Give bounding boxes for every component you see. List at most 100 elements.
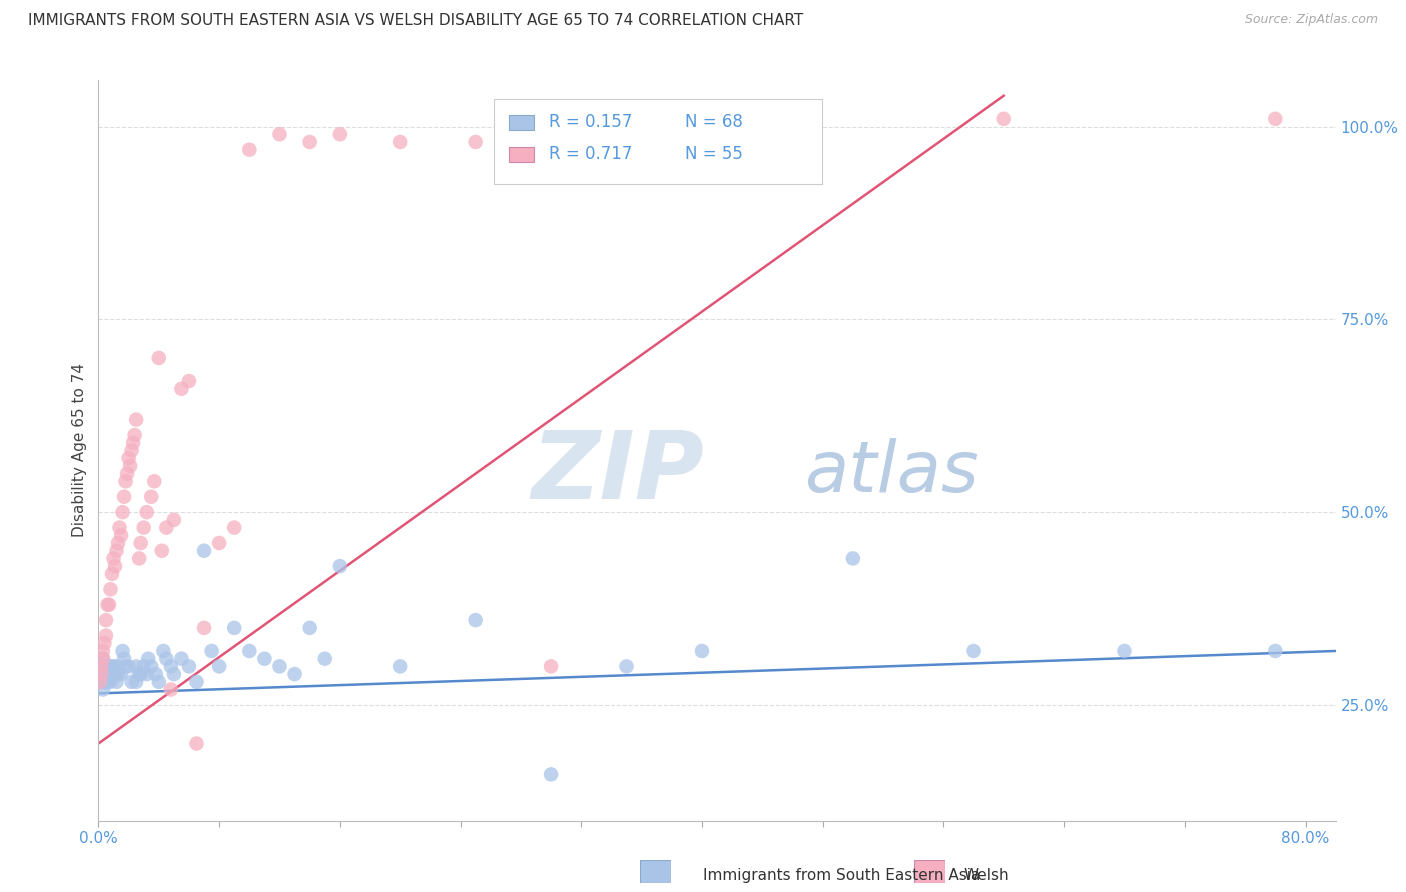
Point (121, 674, 143, 689)
Point (145, 667, 167, 681)
Point (124, 428, 146, 442)
Point (101, 667, 124, 681)
Point (389, 659, 412, 673)
Point (540, 767, 562, 781)
Point (224, 520, 246, 534)
Text: N = 68: N = 68 (685, 113, 742, 131)
Point (1264, 644, 1286, 658)
Point (93, 674, 115, 689)
Text: IMMIGRANTS FROM SOUTH EASTERN ASIA VS WELSH DISABILITY AGE 65 TO 74 CORRELATION : IMMIGRANTS FROM SOUTH EASTERN ASIA VS WE… (28, 13, 803, 29)
Point (94, 628, 117, 642)
Point (103, 659, 125, 673)
Point (112, 651, 135, 665)
Point (152, 644, 174, 658)
Point (132, 659, 155, 673)
Point (100, 659, 122, 673)
Point (111, 505, 134, 519)
Point (163, 667, 186, 681)
Point (129, 536, 152, 550)
Point (160, 682, 183, 697)
Point (104, 559, 127, 574)
Point (186, 737, 208, 751)
Point (96, 598, 118, 612)
Point (93, 667, 115, 681)
Text: ZIP: ZIP (531, 426, 704, 518)
Point (93, 659, 115, 673)
Point (128, 667, 150, 681)
Point (148, 351, 170, 365)
Point (253, 651, 276, 665)
Text: atlas: atlas (804, 438, 979, 508)
Point (842, 551, 865, 566)
Point (269, 659, 291, 673)
Text: Welsh: Welsh (963, 869, 1008, 883)
Point (163, 513, 186, 527)
Point (98, 667, 121, 681)
Point (100, 674, 122, 689)
Point (100, 582, 122, 597)
Point (269, 128, 291, 142)
Point (101, 566, 124, 581)
FancyBboxPatch shape (509, 147, 534, 161)
Point (91, 651, 114, 665)
Point (121, 443, 143, 458)
Point (136, 651, 159, 665)
Point (93, 636, 115, 650)
Point (993, 112, 1015, 126)
Point (94, 667, 117, 681)
Point (1114, 644, 1136, 658)
Point (143, 475, 166, 489)
Point (129, 667, 152, 681)
Point (114, 475, 136, 489)
Point (89, 659, 111, 673)
Point (141, 490, 163, 504)
Point (329, 559, 352, 574)
Point (464, 613, 486, 627)
Point (208, 536, 231, 550)
Point (115, 467, 138, 481)
Point (616, 659, 638, 673)
Text: Immigrants from South Eastern Asia: Immigrants from South Eastern Asia (703, 869, 980, 883)
Point (90, 667, 112, 681)
Point (91, 682, 114, 697)
Point (298, 135, 321, 149)
Point (91, 659, 114, 673)
Point (177, 659, 200, 673)
Point (105, 543, 128, 558)
Point (135, 667, 157, 681)
Text: R = 0.157: R = 0.157 (548, 113, 633, 131)
Point (105, 674, 128, 689)
Point (103, 551, 125, 566)
Point (170, 382, 193, 396)
Point (112, 490, 135, 504)
Point (238, 143, 260, 157)
Point (117, 659, 139, 673)
Point (329, 128, 352, 142)
Point (314, 651, 336, 665)
Point (676, 143, 699, 157)
Point (111, 644, 134, 658)
Point (125, 659, 148, 673)
Point (90, 674, 112, 689)
Point (94, 659, 117, 673)
Point (104, 667, 127, 681)
Point (110, 528, 132, 542)
Point (170, 651, 193, 665)
Y-axis label: Disability Age 65 to 74: Disability Age 65 to 74 (72, 363, 87, 538)
Point (90, 659, 112, 673)
Text: Source: ZipAtlas.com: Source: ZipAtlas.com (1244, 13, 1378, 27)
Point (141, 659, 163, 673)
Point (186, 674, 208, 689)
Point (91, 651, 114, 665)
Point (125, 412, 148, 426)
Point (122, 435, 145, 450)
Point (107, 536, 129, 550)
Point (94, 613, 117, 627)
Point (540, 659, 562, 673)
Point (128, 551, 150, 566)
Point (117, 451, 139, 466)
Point (389, 135, 412, 149)
Point (200, 644, 222, 658)
Point (284, 667, 307, 681)
Point (90, 667, 112, 681)
